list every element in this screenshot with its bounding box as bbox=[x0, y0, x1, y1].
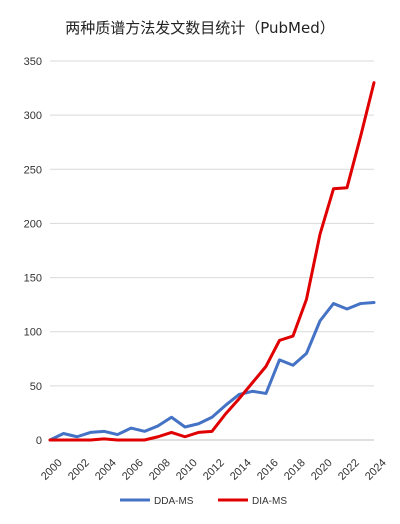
series-line-dda-ms bbox=[48, 300, 376, 442]
series-lines bbox=[48, 81, 376, 442]
legend-label-dda-ms: DDA-MS bbox=[154, 496, 194, 507]
x-tick-label: 2016 bbox=[255, 457, 281, 483]
y-tick-label: 350 bbox=[24, 56, 42, 68]
y-tick-label: 50 bbox=[30, 381, 42, 393]
x-tick-label: 2010 bbox=[174, 457, 200, 483]
chart-title: 两种质谱方法发文数目统计（PubMed） bbox=[65, 19, 335, 37]
x-tick-label: 2020 bbox=[309, 457, 335, 483]
legend: DDA-MS DIA-MS bbox=[120, 496, 287, 507]
x-tick-label: 2008 bbox=[147, 457, 173, 483]
x-tick-label: 2024 bbox=[363, 457, 389, 483]
x-tick-label: 2018 bbox=[282, 457, 308, 483]
y-tick-label: 150 bbox=[24, 273, 42, 285]
y-tick-label: 250 bbox=[24, 164, 42, 176]
y-tick-label: 300 bbox=[24, 110, 42, 122]
x-tick-label: 2006 bbox=[120, 457, 146, 483]
x-tick-label: 2002 bbox=[66, 457, 92, 483]
x-tick-label: 2004 bbox=[93, 457, 119, 483]
x-tick-label: 2012 bbox=[201, 457, 227, 483]
y-tick-label: 0 bbox=[36, 435, 42, 447]
legend-label-dia-ms: DIA-MS bbox=[252, 496, 287, 507]
x-tick-label: 2014 bbox=[228, 457, 254, 483]
x-tick-label: 2022 bbox=[336, 457, 362, 483]
y-axis-tick-labels: 0 50 100 150 200 250 300 350 bbox=[24, 56, 42, 447]
gridlines bbox=[50, 60, 374, 387]
x-axis-tick-labels: 2000 2002 2004 2006 2008 2010 2012 2014 2016 2018… bbox=[39, 457, 389, 483]
y-tick-label: 100 bbox=[24, 327, 42, 339]
x-tick-label: 2000 bbox=[39, 457, 65, 483]
y-tick-label: 200 bbox=[24, 218, 42, 230]
series-line-dia-ms bbox=[48, 81, 376, 442]
